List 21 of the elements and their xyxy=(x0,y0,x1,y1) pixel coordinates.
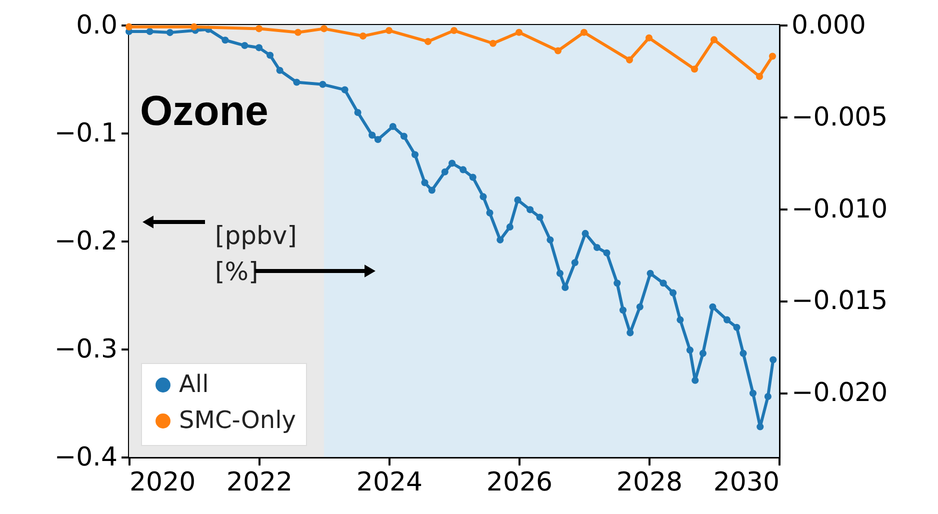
x-tick-label: 2026 xyxy=(486,468,553,498)
y-tick-label: −0.2 xyxy=(54,226,118,256)
annotation: [ppbv] xyxy=(215,221,297,250)
y-tick-label: −0.3 xyxy=(54,334,118,364)
y2-tick-label: −0.005 xyxy=(792,102,888,132)
y2-tick-label: −0.010 xyxy=(792,194,888,224)
y2-tick-label: −0.020 xyxy=(792,378,888,408)
x-tick-label: 2024 xyxy=(356,468,423,498)
annotation: [%] xyxy=(215,257,258,286)
legend-label: SMC-Only xyxy=(179,406,296,434)
y-tick-label: −0.4 xyxy=(54,442,118,472)
x-tick-label: 2030 xyxy=(713,468,780,498)
x-tick-label: 2022 xyxy=(226,468,293,498)
annotation: Ozone xyxy=(140,87,268,134)
y2-tick-label: 0.000 xyxy=(792,10,866,40)
y-tick-label: −0.1 xyxy=(54,118,118,148)
x-tick-label: 2028 xyxy=(616,468,683,498)
x-tick-label: 2020 xyxy=(130,468,196,498)
legend-label: All xyxy=(179,370,209,398)
y2-tick-label: −0.015 xyxy=(792,286,888,316)
y-tick-label: 0.0 xyxy=(76,10,118,40)
